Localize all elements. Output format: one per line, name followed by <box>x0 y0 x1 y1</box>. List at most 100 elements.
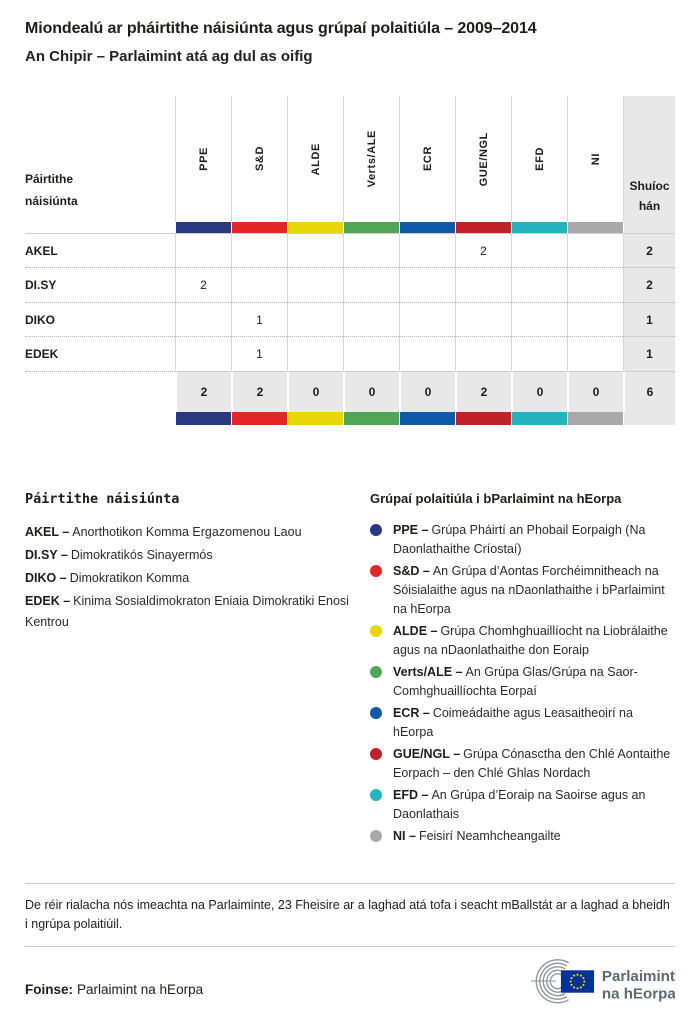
seats-cell: 1 <box>623 302 675 336</box>
row-header-label: Páirtithe náisiúnta <box>25 172 78 208</box>
group-color-bar <box>567 412 623 425</box>
legend-party-item: EDEK – Kinima Sosialdimokraton Eniaia Dim… <box>25 594 349 629</box>
party-row-label: AKEL <box>25 233 175 267</box>
table-cell <box>511 233 567 267</box>
table-cell <box>399 302 455 336</box>
divider <box>25 883 675 884</box>
table-cell <box>343 233 399 267</box>
svg-text:Parlaimint: Parlaimint <box>602 968 675 985</box>
legend-groups-heading: Grúpaí polaitiúla i bParlaimint na hEorp… <box>370 491 622 506</box>
table-cell: 1 <box>231 336 287 371</box>
table-cell <box>455 336 511 371</box>
source-line: Foinse: Parlaimint na hEorpa <box>25 982 204 997</box>
table-cell <box>567 336 623 371</box>
col-header-ecr: ECR <box>399 96 455 222</box>
total-cell: 0 <box>511 371 567 412</box>
total-cell: 2 <box>455 371 511 412</box>
table-cell <box>567 302 623 336</box>
party-row-label: EDEK <box>25 336 175 371</box>
group-color-bar <box>287 222 343 233</box>
table-cell <box>343 302 399 336</box>
party-row-label: DI.SY <box>25 267 175 302</box>
table-cell <box>175 302 231 336</box>
seats-cell: 2 <box>623 233 675 267</box>
total-seats-cell: 6 <box>623 371 675 412</box>
table-cell <box>231 267 287 302</box>
group-color-dot <box>370 748 382 760</box>
seats-cell: 2 <box>623 267 675 302</box>
table-cell <box>231 233 287 267</box>
legend-group-item: GUE/NGL – Grúpa Cónasctha den Chlé Aontai… <box>370 745 675 783</box>
legend-group-item: ALDE – Grúpa Chomhghuaillíocht na Liobrál… <box>370 622 675 660</box>
footnote: De réir rialacha nós imeachta na Parlaim… <box>25 898 670 931</box>
table-cell: 1 <box>231 302 287 336</box>
legend-party-item: DIKO – Dimokratikon Komma <box>25 571 190 585</box>
legend: Páirtithe náisiúnta AKEL – Anorthotikon K… <box>25 491 675 849</box>
footer-row: Foinse: Parlaimint na hEorpa <box>25 955 675 1009</box>
bar-spacer <box>25 222 175 233</box>
legend-group-item: S&D – An Grúpa d’Aontas Forchéimnitheach … <box>370 562 675 619</box>
group-color-bar <box>399 412 455 425</box>
total-cell: 0 <box>343 371 399 412</box>
legend-group-item: NI – Feisirí Neamhcheangailte <box>370 827 675 846</box>
page-title: Miondealú ar pháirtithe náisiúnta agus g… <box>25 20 537 37</box>
table-cell <box>567 233 623 267</box>
legend-national-parties: Páirtithe náisiúnta AKEL – Anorthotikon K… <box>25 491 370 849</box>
col-header-efd: EFD <box>511 96 567 222</box>
total-cell: 0 <box>287 371 343 412</box>
bar-spacer <box>623 222 675 233</box>
col-header-ni: NI <box>567 96 623 222</box>
table-cell <box>287 233 343 267</box>
col-header-alde: ALDE <box>287 96 343 222</box>
legend-parties-heading: Páirtithe náisiúnta <box>25 491 180 507</box>
table-cell <box>343 336 399 371</box>
table-cell <box>511 267 567 302</box>
total-cell: 0 <box>567 371 623 412</box>
group-color-bar <box>343 222 399 233</box>
col-header-guengl: GUE/NGL <box>455 96 511 222</box>
party-row-label: DIKO <box>25 302 175 336</box>
bar-spacer <box>25 412 175 425</box>
group-color-bar <box>287 412 343 425</box>
legend-party-item: DI.SY – Dimokratikós Sinayermós <box>25 548 213 562</box>
group-color-dot <box>370 830 382 842</box>
legend-group-item: ECR – Coimeádaithe agus Leasaitheoirí na … <box>370 704 675 742</box>
col-header-sd: S&D <box>231 96 287 222</box>
svg-text:na hEorpa: na hEorpa <box>602 986 675 1003</box>
table-cell <box>455 267 511 302</box>
group-color-bar <box>343 412 399 425</box>
table-cell <box>399 336 455 371</box>
col-header-vertsale: Verts/ALE <box>343 96 399 222</box>
bar-spacer <box>623 412 675 425</box>
group-color-bar <box>511 222 567 233</box>
totals-spacer <box>25 371 175 412</box>
seats-table: Páirtithe náisiúnta PPE S&D ALDE Verts/A… <box>25 96 675 425</box>
group-color-dot <box>370 524 382 536</box>
table-cell <box>287 336 343 371</box>
table-cell <box>175 233 231 267</box>
group-color-bar <box>175 412 231 425</box>
table-cell <box>511 302 567 336</box>
group-color-bar <box>399 222 455 233</box>
table-cell <box>287 267 343 302</box>
group-color-bar <box>175 222 231 233</box>
seats-cell: 1 <box>623 336 675 371</box>
table-corner-header: Páirtithe náisiúnta <box>25 96 175 222</box>
table-cell <box>399 233 455 267</box>
legend-political-groups: Grúpaí polaitiúla i bParlaimint na hEorp… <box>370 491 675 849</box>
ep-hemicycle-icon: Parlaimint na hEorpa <box>530 959 675 1004</box>
total-cell: 2 <box>175 371 231 412</box>
legend-group-item: PPE – Grúpa Pháirtí an Phobail Eorpaigh (… <box>370 521 675 559</box>
table-cell: 2 <box>175 267 231 302</box>
group-color-dot <box>370 707 382 719</box>
col-header-ppe: PPE <box>175 96 231 222</box>
group-color-dot <box>370 625 382 637</box>
group-color-bar <box>455 222 511 233</box>
table-cell <box>567 267 623 302</box>
table-cell <box>287 302 343 336</box>
table-cell <box>175 336 231 371</box>
group-color-bar <box>231 222 287 233</box>
european-parliament-logo: Parlaimint na hEorpa <box>519 955 675 1009</box>
legend-party-item: AKEL – Anorthotikon Komma Ergazomenou Lao… <box>25 525 302 539</box>
